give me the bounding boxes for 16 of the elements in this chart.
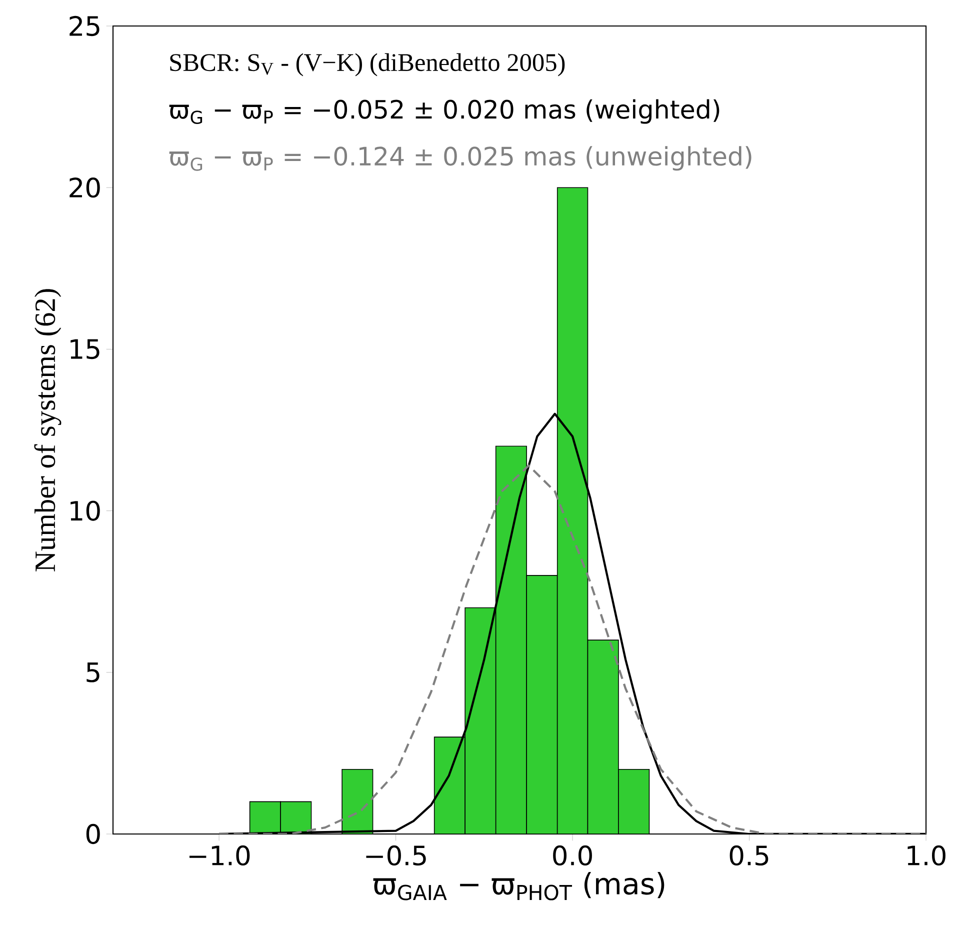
x-tick-label: 1.0 xyxy=(908,845,946,866)
x-tick-label: −1.0 xyxy=(189,845,250,866)
annotation: ϖ$_{G}$ − ϖ$_{P}$ = −0.052 ± 0.020 mas (weighted) xyxy=(169,99,720,124)
y-tick-label: 15 xyxy=(70,339,100,360)
x-axis-title: ϖ$_{GAIA}$ − ϖ$_{PHOT}$ (mas) xyxy=(373,872,664,900)
annotation: ϖ$_{G}$ − ϖ$_{P}$ = −0.124 ± 0.025 mas (unweighted) xyxy=(169,146,752,171)
y-tick-label: 20 xyxy=(70,178,100,198)
x-tick-label: 0.5 xyxy=(730,845,768,866)
y-tick-label: 0 xyxy=(86,824,100,844)
x-tick-label: −0.5 xyxy=(366,845,426,866)
y-tick-label: 10 xyxy=(70,500,100,521)
y-axis-title: Number of systems (62) xyxy=(34,289,62,572)
x-tick-label: 0.0 xyxy=(553,845,592,866)
y-tick-label: 5 xyxy=(86,662,100,682)
y-tick-label: 25 xyxy=(70,16,100,36)
annotation: SBCR: S$_{V}$ - (V−K) (diBenedetto 2005) xyxy=(170,53,565,76)
